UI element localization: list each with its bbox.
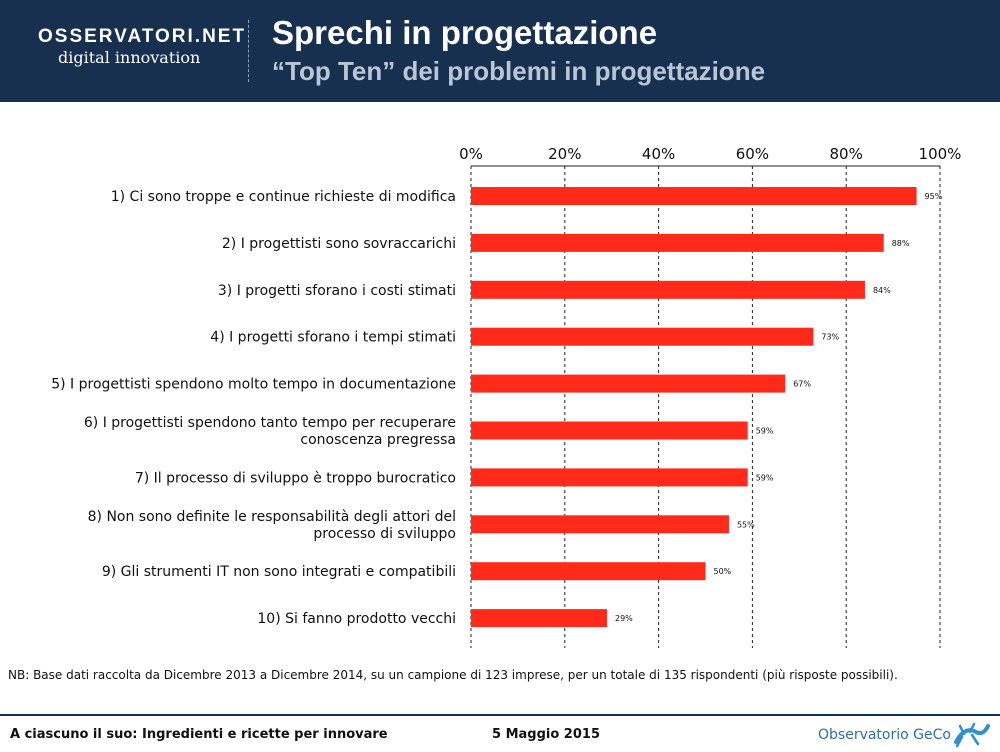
category-label: 1) Ci sono troppe e continue richieste d… — [111, 189, 456, 205]
bar — [471, 233, 884, 252]
category-label-continued: processo di sviluppo — [313, 526, 456, 542]
logo-wordmark: OSSERVATORI.NET — [38, 26, 247, 47]
category-label: 6) I progettisti spendono tanto tempo pe… — [84, 415, 456, 431]
footer-event-title: A ciascuno il suo: Ingredienti e ricette… — [10, 727, 388, 742]
bar-value-label: 29% — [615, 614, 633, 623]
bar-value-label: 67% — [793, 380, 811, 389]
bar — [471, 562, 706, 581]
footer-organization: Observatorio GeCo — [818, 727, 951, 743]
bar-value-label: 84% — [873, 286, 891, 295]
bar-chart: 0% 20% 40% 60% 80% 100% 95% 1) Ci sono troppe e… — [51, 145, 962, 648]
bar — [471, 421, 748, 440]
category-label: 7) Il processo di sviluppo è troppo buro… — [135, 470, 456, 486]
x-tick-label: 60% — [736, 145, 769, 163]
bar — [471, 609, 608, 628]
x-tick-label: 80% — [830, 145, 863, 163]
bar-value-label: 59% — [756, 473, 774, 482]
footer-divider — [0, 714, 1000, 716]
header-banner: OSSERVATORI.NET digital innovation Sprec… — [0, 0, 1000, 102]
bar-value-label: 88% — [892, 239, 910, 248]
bar-value-label: 59% — [756, 427, 774, 436]
category-label: 5) I progettisti spendono molto tempo in… — [51, 377, 456, 393]
osservatori-logo[interactable]: OSSERVATORI.NET digital innovation — [38, 26, 246, 68]
bar — [471, 327, 814, 346]
bar — [471, 280, 865, 299]
category-label: 2) I progettisti sono sovraccarichi — [222, 236, 456, 252]
bar — [471, 468, 748, 487]
page-subtitle: “Top Ten” dei problemi in progettazione — [272, 56, 766, 86]
bar-value-label: 55% — [737, 520, 755, 529]
category-label: 10) Si fanno prodotto vecchi — [257, 611, 456, 627]
bar-value-label: 50% — [714, 567, 732, 576]
bar — [471, 374, 786, 393]
category-label: 8) Non sono definite le responsabilità d… — [88, 509, 456, 525]
x-tick-label: 0% — [459, 145, 483, 163]
gecko-icon — [954, 722, 990, 748]
footer-date: 5 Maggio 2015 — [492, 727, 600, 742]
x-tick-label: 20% — [548, 145, 581, 163]
category-label-continued: conoscenza pregressa — [300, 432, 456, 448]
logo-tagline: digital innovation — [58, 48, 201, 67]
bar — [471, 515, 729, 534]
x-tick-label: 40% — [642, 145, 675, 163]
bar — [471, 187, 917, 205]
bar-value-label: 95% — [925, 192, 943, 201]
x-tick-label: 100% — [919, 145, 962, 163]
bar-value-label: 73% — [821, 333, 839, 342]
category-label: 3) I progetti sforano i costi stimati — [218, 283, 456, 299]
category-label: 4) I progetti sforano i tempi stimati — [210, 330, 456, 346]
category-label: 9) Gli strumenti IT non sono integrati e… — [102, 564, 456, 580]
header-divider — [248, 20, 249, 82]
footnote: NB: Base dati raccolta da Dicembre 2013 … — [8, 668, 898, 682]
page-title: Sprechi in progettazione — [272, 14, 658, 51]
